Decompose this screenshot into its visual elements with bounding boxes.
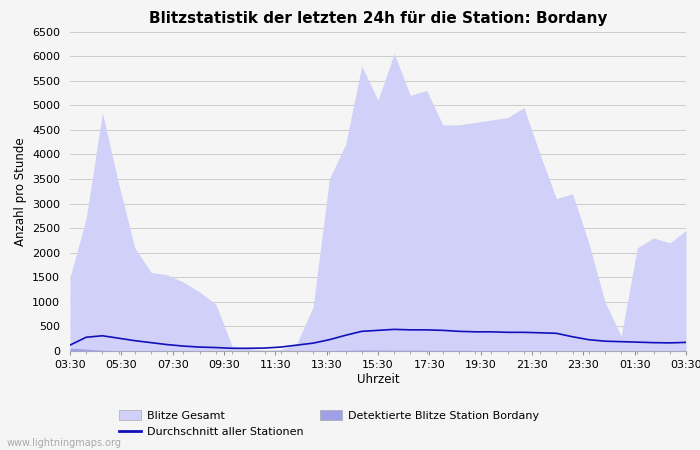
Text: www.lightningmaps.org: www.lightningmaps.org (7, 438, 122, 448)
Title: Blitzstatistik der letzten 24h für die Station: Bordany: Blitzstatistik der letzten 24h für die S… (148, 11, 608, 26)
Y-axis label: Anzahl pro Stunde: Anzahl pro Stunde (13, 137, 27, 246)
X-axis label: Uhrzeit: Uhrzeit (357, 373, 399, 386)
Legend: Blitze Gesamt, Durchschnitt aller Stationen, Detektierte Blitze Station Bordany: Blitze Gesamt, Durchschnitt aller Statio… (114, 406, 543, 441)
